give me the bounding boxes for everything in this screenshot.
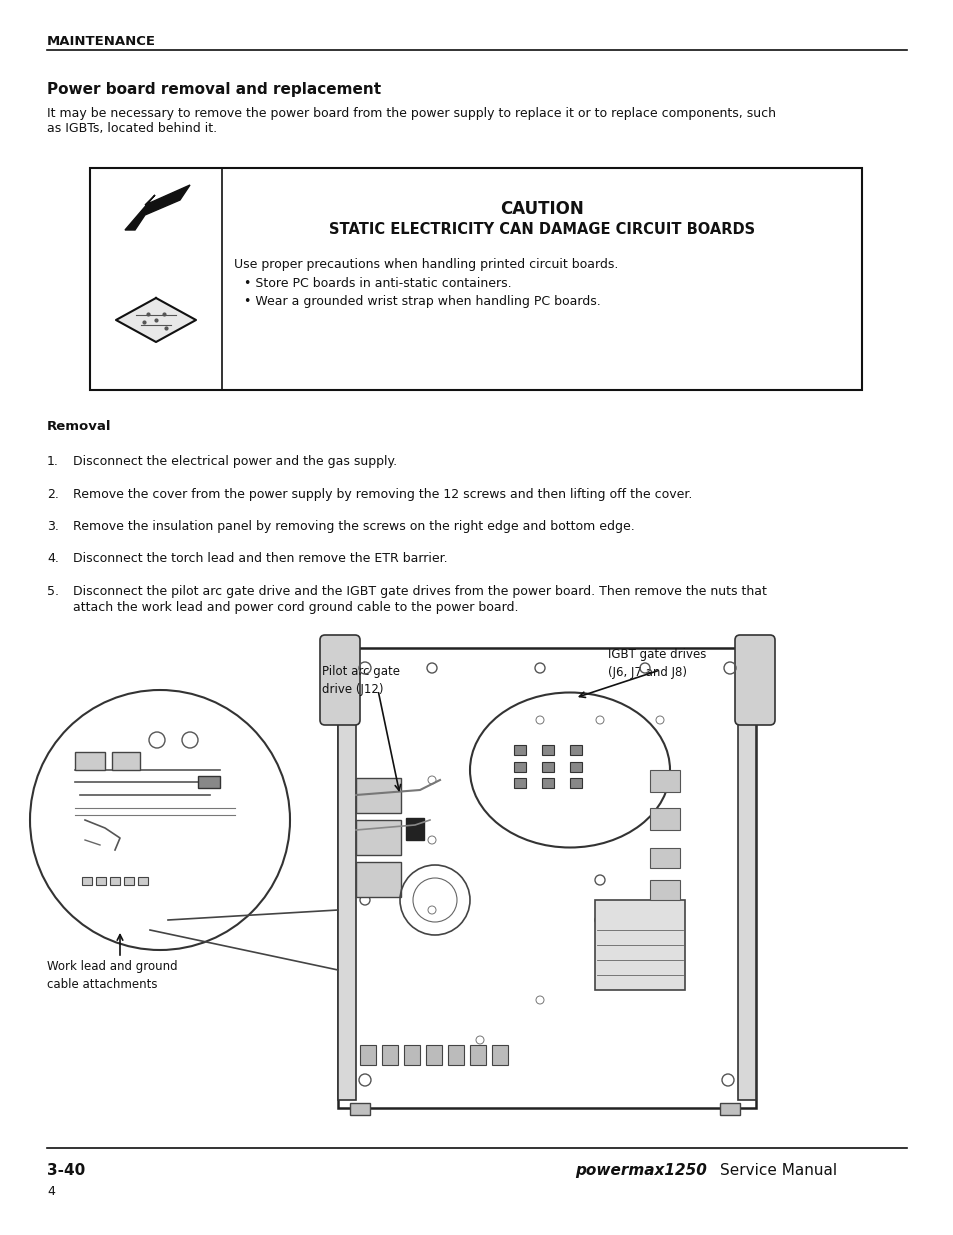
Bar: [649, 848, 679, 868]
Bar: [124, 877, 133, 885]
Bar: [381, 1045, 397, 1065]
Text: 2.: 2.: [47, 488, 59, 501]
Text: Remove the insulation panel by removing the screws on the right edge and bottom : Remove the insulation panel by removing …: [73, 520, 634, 534]
Bar: [337, 659, 355, 1100]
Text: powermax1250: powermax1250: [575, 1163, 706, 1178]
Text: Work lead and ground
cable attachments: Work lead and ground cable attachments: [47, 960, 177, 990]
Bar: [595, 900, 684, 990]
Bar: [569, 762, 581, 772]
Text: MAINTENANCE: MAINTENANCE: [47, 35, 156, 48]
Bar: [350, 1103, 370, 1115]
Bar: [470, 1045, 485, 1065]
Bar: [541, 778, 554, 788]
Text: Service Manual: Service Manual: [720, 1163, 836, 1178]
Bar: [90, 168, 862, 390]
Bar: [569, 745, 581, 755]
Text: 3-40: 3-40: [47, 1163, 85, 1178]
Text: 1.: 1.: [47, 454, 59, 468]
Bar: [514, 762, 525, 772]
Text: IGBT gate drives
(J6, J7 and J8): IGBT gate drives (J6, J7 and J8): [607, 648, 705, 679]
Text: 3.: 3.: [47, 520, 59, 534]
Bar: [355, 820, 400, 855]
Bar: [448, 1045, 463, 1065]
Text: Removal: Removal: [47, 420, 112, 433]
Text: 4: 4: [47, 1186, 55, 1198]
Bar: [569, 778, 581, 788]
Bar: [514, 778, 525, 788]
Bar: [359, 1045, 375, 1065]
Bar: [426, 1045, 441, 1065]
Text: Disconnect the pilot arc gate drive and the IGBT gate drives from the power boar: Disconnect the pilot arc gate drive and …: [73, 585, 766, 598]
Bar: [355, 778, 400, 813]
Bar: [337, 648, 755, 1108]
Text: as IGBTs, located behind it.: as IGBTs, located behind it.: [47, 122, 217, 135]
Text: attach the work lead and power cord ground cable to the power board.: attach the work lead and power cord grou…: [73, 601, 518, 614]
Text: CAUTION: CAUTION: [499, 200, 583, 219]
Text: Pilot arc gate
drive (J12): Pilot arc gate drive (J12): [322, 664, 399, 697]
Text: Power board removal and replacement: Power board removal and replacement: [47, 82, 381, 98]
FancyBboxPatch shape: [319, 635, 359, 725]
Text: • Wear a grounded wrist strap when handling PC boards.: • Wear a grounded wrist strap when handl…: [244, 295, 600, 308]
Polygon shape: [116, 298, 195, 342]
Bar: [75, 752, 105, 769]
Text: 4.: 4.: [47, 552, 59, 564]
Bar: [649, 881, 679, 900]
Bar: [514, 745, 525, 755]
Bar: [96, 877, 106, 885]
Bar: [198, 776, 220, 788]
Bar: [403, 1045, 419, 1065]
Text: Disconnect the torch lead and then remove the ETR barrier.: Disconnect the torch lead and then remov…: [73, 552, 447, 564]
Polygon shape: [125, 185, 190, 230]
Ellipse shape: [470, 693, 669, 847]
Bar: [541, 762, 554, 772]
Bar: [492, 1045, 507, 1065]
Bar: [112, 752, 140, 769]
Bar: [355, 862, 400, 897]
Text: • Store PC boards in anti-static containers.: • Store PC boards in anti-static contain…: [244, 277, 511, 290]
Text: Use proper precautions when handling printed circuit boards.: Use proper precautions when handling pri…: [233, 258, 618, 270]
Bar: [720, 1103, 740, 1115]
Bar: [82, 877, 91, 885]
Bar: [110, 877, 120, 885]
FancyBboxPatch shape: [734, 635, 774, 725]
Bar: [738, 659, 755, 1100]
Text: Disconnect the electrical power and the gas supply.: Disconnect the electrical power and the …: [73, 454, 396, 468]
Text: STATIC ELECTRICITY CAN DAMAGE CIRCUIT BOARDS: STATIC ELECTRICITY CAN DAMAGE CIRCUIT BO…: [329, 222, 754, 237]
Bar: [649, 769, 679, 792]
Bar: [649, 808, 679, 830]
Bar: [406, 818, 423, 840]
Bar: [541, 745, 554, 755]
Text: Remove the cover from the power supply by removing the 12 screws and then liftin: Remove the cover from the power supply b…: [73, 488, 692, 501]
Bar: [138, 877, 148, 885]
Text: 5.: 5.: [47, 585, 59, 598]
Text: It may be necessary to remove the power board from the power supply to replace i: It may be necessary to remove the power …: [47, 107, 775, 120]
